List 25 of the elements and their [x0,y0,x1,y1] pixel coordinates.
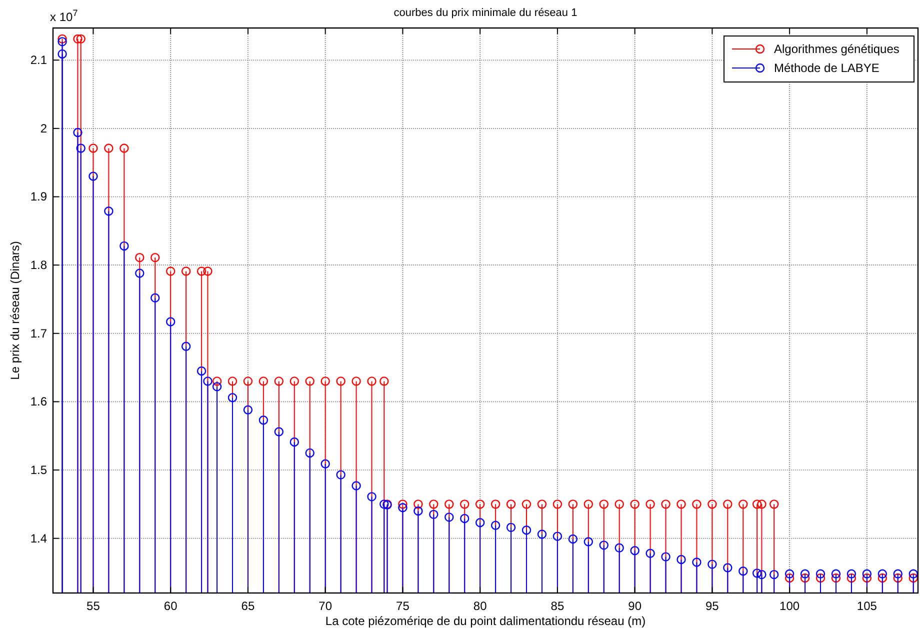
x-tick-label: 70 [318,599,332,613]
x-tick-label: 80 [473,599,488,613]
text: x 10$^{7}$ [50,8,78,24]
y-tick-label: 2.1 [30,53,48,68]
y-tick-label: 1.7 [30,326,48,340]
y-tick-label: 1.9 [30,190,48,204]
chart-title: courbes du prix minimale du réseau 1 [394,7,578,19]
y-axis-title: Le prix du réseau (Dinars) [8,241,22,380]
x-tick-label: 105 [856,599,878,613]
x-tick-label: 90 [628,599,642,613]
y-tick-label: 2 [40,121,48,136]
legend-label: Méthode de LABYE [774,61,880,75]
y-tick-label: 1.6 [30,394,48,409]
x-tick-label: 75 [396,599,410,613]
x-tick-label: 95 [706,599,720,613]
x-tick-label: 55 [86,599,100,613]
x-tick-label: 60 [164,599,178,613]
y-tick-label: 1.4 [30,531,48,546]
x-tick-label: 65 [241,599,255,613]
y-tick-label: 1.8 [30,258,48,272]
x-axis-title: La cote piézomériqe de du point dalimentationdu réseau (m) [325,614,646,628]
x-tick-label: 85 [550,599,564,613]
y-tick-label: 1.5 [30,463,48,478]
legend-label: Algorithmes génétiques [774,42,900,56]
x-tick-label: 100 [780,599,800,613]
